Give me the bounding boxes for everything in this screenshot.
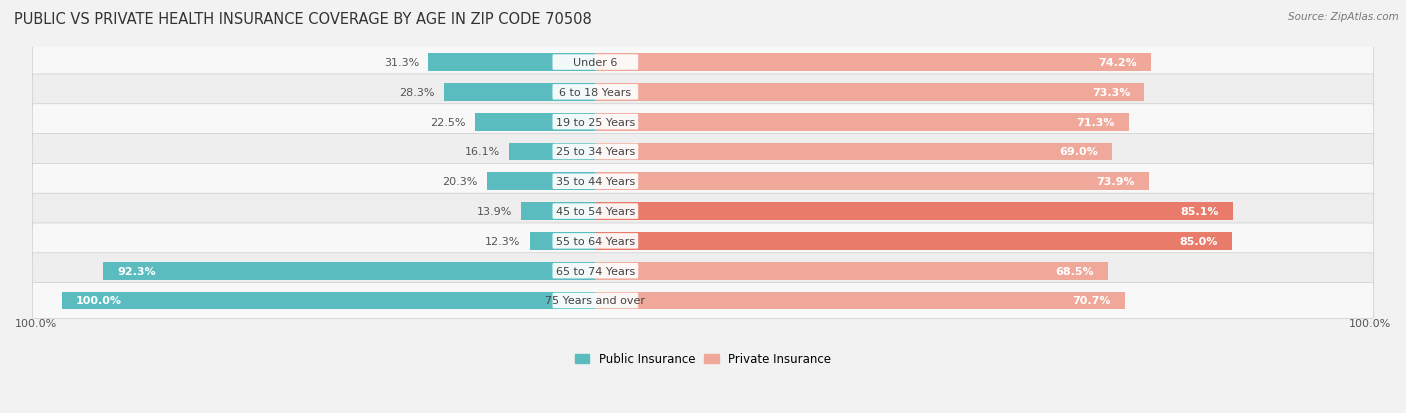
FancyBboxPatch shape: [553, 174, 638, 190]
Text: 22.5%: 22.5%: [430, 117, 465, 127]
Bar: [595, 262, 1108, 280]
Bar: [595, 233, 1232, 250]
Text: 100.0%: 100.0%: [1348, 318, 1391, 328]
Bar: [103, 262, 595, 280]
Text: 13.9%: 13.9%: [477, 206, 512, 216]
FancyBboxPatch shape: [32, 253, 1374, 289]
Text: 85.1%: 85.1%: [1180, 206, 1219, 216]
Bar: [595, 114, 1129, 131]
FancyBboxPatch shape: [553, 234, 638, 249]
Bar: [595, 84, 1144, 102]
Text: 16.1%: 16.1%: [465, 147, 501, 157]
Bar: [475, 114, 595, 131]
Text: 73.9%: 73.9%: [1097, 177, 1135, 187]
Text: 71.3%: 71.3%: [1077, 117, 1115, 127]
Text: 55 to 64 Years: 55 to 64 Years: [555, 236, 636, 246]
Text: Under 6: Under 6: [574, 58, 617, 68]
FancyBboxPatch shape: [32, 194, 1374, 229]
Text: 75 Years and over: 75 Years and over: [546, 296, 645, 306]
FancyBboxPatch shape: [32, 223, 1374, 259]
Bar: [522, 203, 595, 221]
FancyBboxPatch shape: [553, 145, 638, 160]
Bar: [595, 173, 1149, 191]
Text: 70.7%: 70.7%: [1073, 296, 1111, 306]
Text: Source: ZipAtlas.com: Source: ZipAtlas.com: [1288, 12, 1399, 22]
FancyBboxPatch shape: [553, 85, 638, 100]
FancyBboxPatch shape: [32, 75, 1374, 110]
Text: 92.3%: 92.3%: [117, 266, 156, 276]
FancyBboxPatch shape: [32, 134, 1374, 170]
Text: PUBLIC VS PRIVATE HEALTH INSURANCE COVERAGE BY AGE IN ZIP CODE 70508: PUBLIC VS PRIVATE HEALTH INSURANCE COVER…: [14, 12, 592, 27]
Text: 100.0%: 100.0%: [15, 318, 58, 328]
FancyBboxPatch shape: [32, 104, 1374, 140]
Bar: [62, 292, 595, 310]
Text: 19 to 25 Years: 19 to 25 Years: [555, 117, 636, 127]
Bar: [595, 292, 1125, 310]
Text: 73.3%: 73.3%: [1092, 88, 1130, 97]
Bar: [595, 54, 1152, 72]
Text: 12.3%: 12.3%: [485, 236, 520, 246]
FancyBboxPatch shape: [32, 283, 1374, 318]
FancyBboxPatch shape: [553, 55, 638, 71]
Legend: Public Insurance, Private Insurance: Public Insurance, Private Insurance: [571, 348, 835, 370]
Text: 45 to 54 Years: 45 to 54 Years: [555, 206, 636, 216]
Bar: [486, 173, 595, 191]
Text: 100.0%: 100.0%: [76, 296, 122, 306]
Text: 6 to 18 Years: 6 to 18 Years: [560, 88, 631, 97]
Text: 65 to 74 Years: 65 to 74 Years: [555, 266, 636, 276]
Bar: [530, 233, 595, 250]
Bar: [444, 84, 595, 102]
Text: 31.3%: 31.3%: [384, 58, 419, 68]
FancyBboxPatch shape: [553, 263, 638, 279]
Bar: [595, 203, 1233, 221]
Text: 74.2%: 74.2%: [1098, 58, 1137, 68]
FancyBboxPatch shape: [32, 45, 1374, 81]
Text: 28.3%: 28.3%: [399, 88, 434, 97]
Bar: [509, 143, 595, 161]
Text: 35 to 44 Years: 35 to 44 Years: [555, 177, 636, 187]
FancyBboxPatch shape: [553, 293, 638, 309]
Bar: [429, 54, 595, 72]
FancyBboxPatch shape: [32, 164, 1374, 199]
Text: 25 to 34 Years: 25 to 34 Years: [555, 147, 636, 157]
Text: 20.3%: 20.3%: [443, 177, 478, 187]
Text: 85.0%: 85.0%: [1180, 236, 1218, 246]
Text: 69.0%: 69.0%: [1059, 147, 1098, 157]
FancyBboxPatch shape: [553, 115, 638, 130]
Text: 68.5%: 68.5%: [1056, 266, 1094, 276]
Bar: [595, 143, 1112, 161]
FancyBboxPatch shape: [553, 204, 638, 219]
